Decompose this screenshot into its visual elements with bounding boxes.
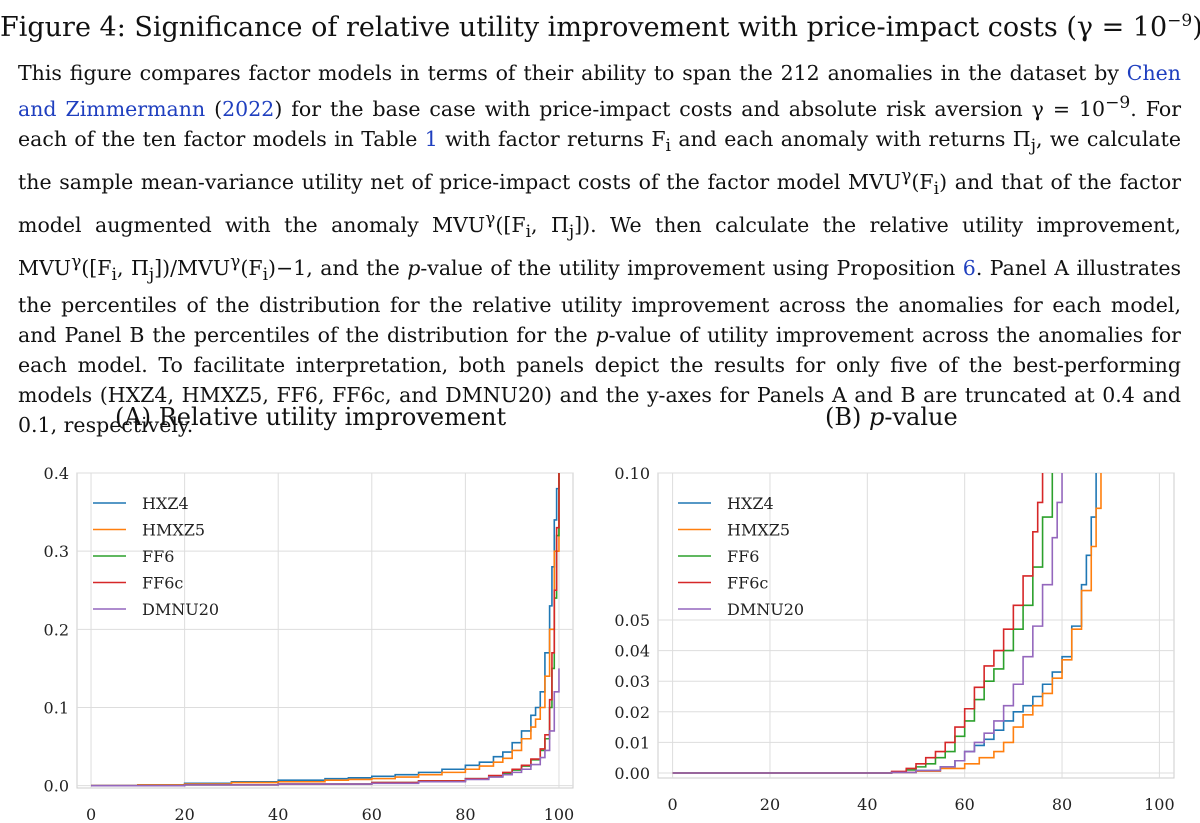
y-tick-label: 0.10 bbox=[614, 464, 650, 483]
caption-text: . For each of the ten factor models in T… bbox=[18, 96, 1181, 151]
x-tick-label: 100 bbox=[1144, 795, 1175, 814]
plot-area bbox=[657, 472, 1175, 779]
panel-b-title-suffix: -value bbox=[884, 403, 958, 431]
caption-superscript: γ bbox=[901, 165, 912, 186]
caption-subscript: j bbox=[1030, 135, 1036, 156]
series-line-dmnu20 bbox=[91, 668, 560, 787]
figure-title-text: Figure 4: Significance of relative utili… bbox=[0, 12, 1168, 43]
x-tick-label: 80 bbox=[1052, 795, 1072, 814]
caption-text: This figure compares factor models in te… bbox=[18, 61, 1127, 85]
legend-label-hmxz5: HMXZ5 bbox=[727, 521, 790, 540]
figure-title-exponent: −9 bbox=[1167, 11, 1193, 31]
caption-text: (F bbox=[240, 255, 263, 280]
panel-a-chart: 0 20 40 60 80 100 0.0 0.1 0.2 0.3 0.4 HXZ4 HMXZ5 FF6 F… bbox=[44, 464, 575, 823]
citation-link-year[interactable]: 2022 bbox=[222, 96, 275, 121]
caption-text: ]). We then calculate the relative utili… bbox=[18, 212, 1182, 280]
caption-superscript: γ bbox=[485, 208, 496, 229]
legend-label-ff6: FF6 bbox=[727, 547, 759, 566]
caption-text: ])/MVU bbox=[154, 255, 231, 280]
proposition-reference-link[interactable]: 6 bbox=[962, 255, 976, 280]
x-tick-label: 60 bbox=[954, 795, 974, 814]
panel-b-chart: 0 20 40 60 80 100 0.00 0.01 0.02 0.03 0.04 0.05 0.10… bbox=[614, 464, 1175, 814]
legend-label-hxz4: HXZ4 bbox=[142, 494, 189, 513]
x-tick-label: 40 bbox=[268, 805, 288, 823]
caption-text: ) and that of the factor model augmented… bbox=[18, 169, 1182, 237]
y-tick-label: 0.02 bbox=[614, 703, 650, 722]
caption-text: , we calculate the sample mean-variance … bbox=[18, 126, 1182, 194]
panel-b-title-p: p bbox=[869, 403, 885, 431]
table-reference-link[interactable]: 1 bbox=[424, 126, 438, 151]
y-tick-label: 0.00 bbox=[614, 764, 650, 783]
series-line-hmxz5 bbox=[91, 473, 560, 787]
x-tick-label: 0 bbox=[86, 805, 96, 823]
caption-superscript: γ bbox=[71, 251, 82, 272]
caption-subscript: i bbox=[262, 264, 269, 285]
caption-text: -value of utility improvement across the… bbox=[18, 322, 1181, 437]
caption-italic: p bbox=[407, 255, 421, 280]
caption-subscript: i bbox=[111, 264, 117, 285]
y-tick-label: 0.04 bbox=[614, 642, 650, 661]
series-line-ff6 bbox=[672, 473, 1054, 774]
legend-label-ff6c: FF6c bbox=[142, 574, 183, 593]
y-tick-label: 0.03 bbox=[614, 672, 650, 691]
legend-label-dmnu20: DMNU20 bbox=[142, 600, 219, 619]
x-tick-label: 100 bbox=[544, 805, 575, 823]
caption-text: , Π bbox=[531, 212, 569, 237]
x-tick-label: 20 bbox=[174, 805, 194, 823]
caption-text: with factor returns F bbox=[437, 126, 666, 151]
x-tick-label: 60 bbox=[362, 805, 382, 823]
panel-a-title: (A) Relative utility improvement bbox=[115, 403, 507, 431]
y-tick-label: 0.2 bbox=[44, 620, 69, 639]
y-tick-label: 0.01 bbox=[614, 733, 650, 752]
caption-subscript: i bbox=[665, 135, 672, 156]
y-tick-label: 0.4 bbox=[44, 464, 69, 483]
citation-link-authors[interactable]: Chen and Zimmermann bbox=[18, 61, 1181, 121]
x-tick-label: 40 bbox=[857, 795, 877, 814]
caption-text: , Π bbox=[117, 255, 149, 280]
caption-subscript: i bbox=[525, 221, 532, 242]
legend-label-ff6c: FF6c bbox=[727, 574, 768, 593]
x-tick-label: 0 bbox=[668, 795, 678, 814]
y-tick-label: 0.05 bbox=[614, 611, 650, 630]
caption-text: (F bbox=[911, 169, 934, 194]
caption-subscript: j bbox=[148, 264, 155, 285]
legend-label-dmnu20: DMNU20 bbox=[727, 600, 804, 619]
panel-b-title-prefix: (B) bbox=[825, 403, 869, 431]
caption-text: ( bbox=[205, 96, 223, 121]
caption-italic: p bbox=[595, 322, 609, 347]
figure-title-close: ) bbox=[1192, 12, 1200, 43]
caption-text: ([F bbox=[495, 212, 526, 237]
caption-text: ) for the base case with price-impact co… bbox=[274, 96, 1106, 121]
series-line-hxz4 bbox=[91, 473, 560, 787]
figure-caption: This figure compares factor models in te… bbox=[18, 58, 1181, 440]
x-tick-label: 80 bbox=[455, 805, 475, 823]
legend-label-hmxz5: HMXZ5 bbox=[142, 521, 205, 540]
caption-text: and each anomaly with returns Π bbox=[671, 126, 1031, 151]
series-line-ff6c bbox=[672, 473, 1044, 774]
y-tick-label: 0.0 bbox=[44, 777, 69, 796]
plot-area bbox=[76, 472, 574, 789]
caption-text: ([F bbox=[81, 255, 112, 280]
caption-subscript: j bbox=[568, 221, 575, 242]
caption-exponent: −9 bbox=[1105, 93, 1131, 113]
figure-title: Figure 4: Significance of relative utili… bbox=[0, 4, 1200, 45]
caption-text: )−1, and the bbox=[268, 255, 408, 280]
y-tick-label: 0.1 bbox=[44, 698, 69, 717]
x-tick-label: 20 bbox=[760, 795, 780, 814]
series-line-dmnu20 bbox=[672, 473, 1063, 774]
caption-text: -value of the utility improvement using … bbox=[420, 255, 963, 280]
legend-label-hxz4: HXZ4 bbox=[727, 494, 774, 513]
panel-b-title: (B) p-value bbox=[825, 402, 958, 432]
y-tick-label: 0.3 bbox=[44, 542, 69, 561]
legend-label-ff6: FF6 bbox=[142, 547, 174, 566]
caption-superscript: γ bbox=[230, 251, 241, 272]
caption-subscript: i bbox=[933, 178, 940, 199]
caption-text: . Panel A illustrates the percentiles of… bbox=[18, 255, 1181, 347]
